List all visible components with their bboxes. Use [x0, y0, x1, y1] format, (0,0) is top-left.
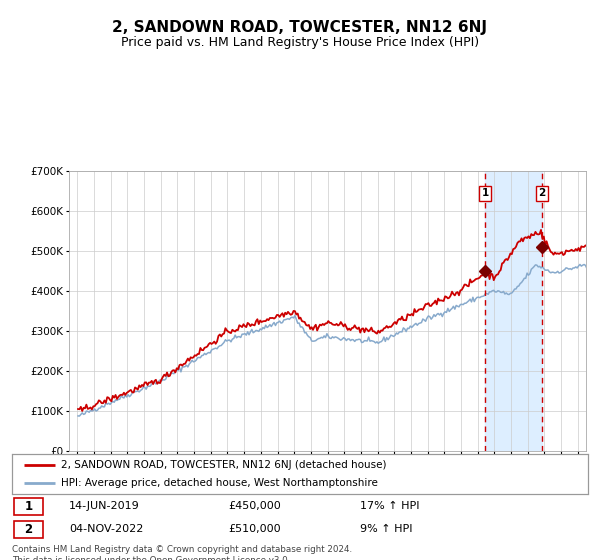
- Text: Price paid vs. HM Land Registry's House Price Index (HPI): Price paid vs. HM Land Registry's House …: [121, 36, 479, 49]
- Text: 2, SANDOWN ROAD, TOWCESTER, NN12 6NJ (detached house): 2, SANDOWN ROAD, TOWCESTER, NN12 6NJ (de…: [61, 460, 386, 470]
- Text: Contains HM Land Registry data © Crown copyright and database right 2024.
This d: Contains HM Land Registry data © Crown c…: [12, 545, 352, 560]
- Text: HPI: Average price, detached house, West Northamptonshire: HPI: Average price, detached house, West…: [61, 478, 378, 488]
- Text: 17% ↑ HPI: 17% ↑ HPI: [360, 501, 419, 511]
- Text: 2, SANDOWN ROAD, TOWCESTER, NN12 6NJ: 2, SANDOWN ROAD, TOWCESTER, NN12 6NJ: [113, 20, 487, 35]
- Text: 1: 1: [25, 500, 32, 514]
- Text: 1: 1: [482, 188, 489, 198]
- Text: 14-JUN-2019: 14-JUN-2019: [69, 501, 140, 511]
- Text: 04-NOV-2022: 04-NOV-2022: [69, 524, 143, 534]
- Text: 2: 2: [538, 188, 545, 198]
- Bar: [485, 171, 542, 451]
- Text: 9% ↑ HPI: 9% ↑ HPI: [360, 524, 413, 534]
- Text: £450,000: £450,000: [228, 501, 281, 511]
- Text: 2: 2: [25, 523, 32, 536]
- Text: £510,000: £510,000: [228, 524, 281, 534]
